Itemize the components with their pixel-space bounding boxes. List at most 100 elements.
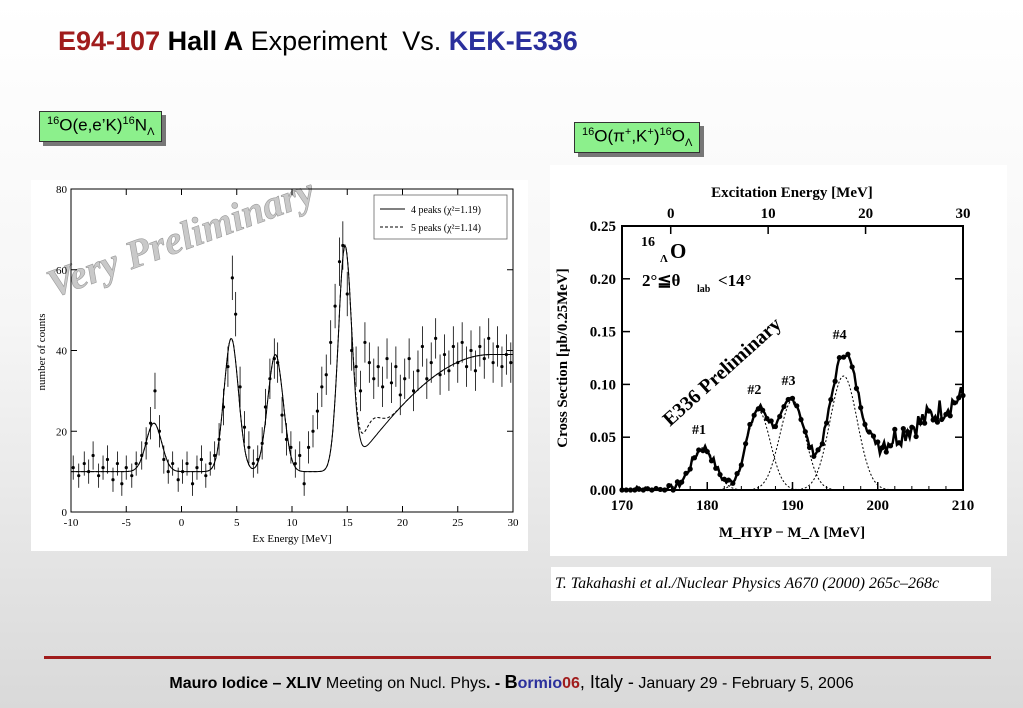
data-point [372,377,376,381]
data-point [487,336,491,340]
data-point [420,344,424,349]
data-point [358,389,363,393]
right-spectrum-chart: 170 180 190 200 210 0 10 20 30 0.00 0.05 0.10 0.15 0.… [555,185,974,541]
spectrum-point [721,476,727,482]
footer-divider [44,656,991,659]
spectrum-point [909,424,915,430]
left-xtick-label: 5 [234,517,240,529]
data-point [268,377,272,381]
left-ytick-label: 40 [56,346,68,358]
data-point [456,361,460,365]
left-ylabel: number of counts [36,314,48,391]
data-point [451,344,455,349]
data-point [176,478,180,482]
data-point [97,474,101,478]
footer: Mauro Iodice – XLIV Meeting on Nucl. Phy… [0,672,1023,693]
data-point [195,465,199,470]
spectrum-point [870,433,877,439]
data-point [208,461,212,466]
left-legend-box [373,194,508,240]
spectrum-point [858,405,864,411]
spectrum-point [768,418,774,424]
data-point [280,413,284,417]
left-xtick-label: 10 [287,517,299,529]
right-ytick-label: 0.05 [590,430,616,446]
spectrum-point [849,364,855,370]
reference-citation: T. Takahashi et al./Nuclear Physics A670… [551,567,991,601]
data-point [284,437,289,441]
title-hall: Hall A [167,26,244,56]
data-point [354,365,358,369]
right-xtick-label: 190 [781,498,804,514]
spectrum-point [743,441,749,447]
right-plot-frame [621,225,964,491]
data-point [190,482,195,486]
data-point [447,369,451,373]
data-point [157,429,161,433]
data-point [87,470,91,474]
annotation-angle-cut: 2°≦θ [642,271,681,290]
spectrum-point [892,426,898,432]
spectrum-point [862,421,868,428]
spectrum-point [887,443,894,449]
spectrum-point [922,420,928,426]
data-point [153,389,157,393]
data-point [115,461,120,466]
spectrum-point [772,423,779,430]
data-point [162,457,166,462]
data-point [238,385,242,389]
spectrum-point [883,449,889,455]
right-xtick-label: 170 [611,498,634,514]
spectrum-point [700,448,706,454]
data-point [185,461,189,466]
spectrum-point [713,465,719,471]
spectrum-point [866,429,872,435]
data-point [247,445,251,449]
footer-roman: XLIV [285,675,322,692]
spectrum-point [913,433,919,440]
data-point [260,441,264,445]
footer-year: 06 [562,675,580,692]
data-point [242,425,247,429]
data-point [504,352,508,357]
data-point [333,304,337,308]
data-point [315,409,320,413]
data-point [329,340,333,345]
data-point [221,405,226,409]
title-experiment-id: E94-107 [58,26,161,56]
left-xtick-label: 20 [397,517,409,529]
data-point [148,421,153,425]
data-point [429,361,433,365]
data-point [71,465,75,470]
left-xtick-label: 25 [452,517,464,529]
right-chart-panel: 170 180 190 200 210 0 10 20 30 0.00 0.05 0.10 0.15 0.… [550,165,1007,556]
right-watermark: E336 Preliminary [659,313,786,431]
right-ylabel: Cross Section [μb/0.25MeV] [555,268,571,447]
spectrum-point [747,421,753,428]
footer-meeting: Meeting on Nucl. Phys [325,675,486,692]
label-left-a2: 16 [122,115,135,127]
data-point [217,437,221,441]
data-point [464,365,469,369]
title-experiment-word: Experiment [250,26,388,56]
data-point [341,243,345,248]
right-ytick-label: 0.10 [590,377,616,393]
peak-label-2: #2 [747,383,761,398]
data-point [495,344,500,349]
data-point [381,385,385,389]
spectrum-point [755,406,761,412]
data-point [389,381,394,385]
data-point [482,356,486,361]
label-reaction-right: 16O(π+,K+)16OΛ [574,122,701,154]
annotation-nucleus-mass: 16 [641,235,655,250]
spectrum-point [751,412,757,418]
title-kek: KEK-E336 [448,26,578,56]
spectrum-point [904,429,911,435]
data-point [166,470,170,474]
data-point [320,385,324,389]
data-point [367,361,371,365]
spectrum-point [951,400,958,406]
label-right-a2: 16 [659,126,672,138]
data-point [478,344,482,349]
left-spectrum-chart: Very Preliminary -10 -5 0 5 10 15 20 25 30 0 20 40 6… [36,168,519,545]
